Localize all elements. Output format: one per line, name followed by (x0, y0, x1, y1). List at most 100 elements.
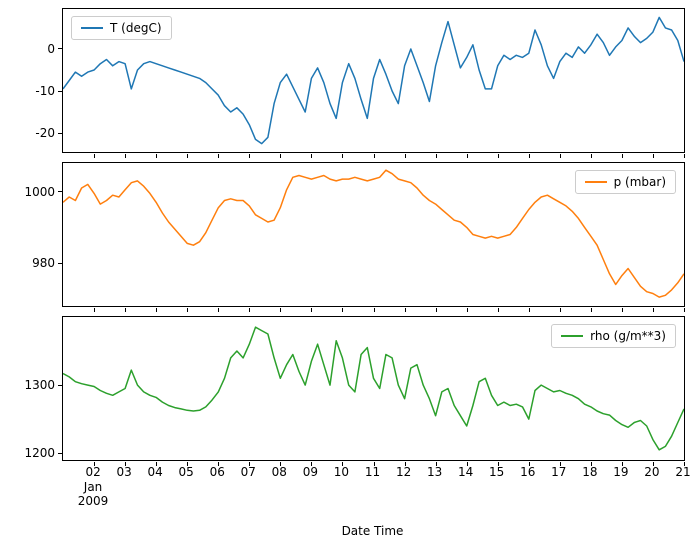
x-tick-mark (404, 154, 406, 158)
x-tick-mark (125, 154, 127, 158)
x-tick-mark (187, 308, 189, 312)
x-tick-mark (156, 154, 158, 158)
x-tick-mark (249, 308, 251, 312)
y-tick-mark (58, 132, 62, 134)
y-tick-mark (58, 191, 62, 193)
pressure-legend: p (mbar) (574, 170, 676, 194)
x-tick-mark (373, 154, 375, 158)
x-tick-label: 19 (613, 465, 629, 479)
x-tick-mark (373, 462, 375, 466)
x-tick-label: 10 (333, 465, 350, 479)
x-tick-mark (435, 154, 437, 158)
x-tick-mark (404, 462, 406, 466)
pressure-subplot: p (mbar) 1000 980 (24, 162, 685, 312)
x-tick-mark (311, 308, 313, 312)
x-tick-label: 02 (85, 465, 101, 479)
temperature-legend-line-icon (81, 27, 103, 29)
x-tick-label: 16 (520, 465, 536, 479)
y-tick-mark (58, 90, 62, 92)
x-tick-mark (497, 308, 499, 312)
temperature-subplot: T (degC) 0 -10 -20 (35, 8, 685, 158)
x-tick-mark (466, 154, 468, 158)
x-tick-label: 17 (551, 465, 567, 479)
y-tick-label: 1000 (24, 184, 55, 199)
x-axis-month-year-label: Jan 2009 (77, 480, 109, 508)
x-tick-mark (652, 154, 654, 158)
x-tick-label: 13 (426, 465, 443, 479)
x-tick-mark (187, 154, 189, 158)
x-tick-mark (218, 308, 220, 312)
x-tick-mark (684, 308, 685, 312)
pressure-legend-line-icon (584, 181, 607, 183)
x-tick-mark (342, 154, 344, 158)
x-tick-mark (435, 308, 437, 312)
x-tick-mark (590, 462, 592, 466)
x-tick-label: 05 (178, 465, 194, 479)
x-tick-mark (94, 308, 96, 312)
temperature-legend: T (degC) (71, 16, 172, 40)
x-tick-mark (466, 308, 468, 312)
x-tick-mark (280, 154, 282, 158)
y-tick-mark (58, 48, 62, 50)
x-tick-mark (466, 462, 468, 466)
x-tick-mark (156, 308, 158, 312)
x-tick-mark (528, 308, 530, 312)
x-tick-mark (373, 308, 375, 312)
density-line-chart (63, 326, 684, 451)
y-tick-label: -10 (35, 84, 55, 98)
density-subplot: rho (g/m**3) 1300 1200 (24, 316, 685, 466)
x-tick-mark (652, 462, 654, 466)
y-tick-label: 0 (47, 41, 55, 56)
x-tick-mark (342, 462, 344, 466)
y-tick-mark (58, 262, 62, 264)
x-tick-label: 15 (489, 465, 505, 479)
x-tick-label: 11 (364, 465, 381, 479)
x-tick-mark (94, 462, 96, 466)
x-tick-label: 04 (147, 465, 163, 479)
y-tick-label: 1200 (24, 446, 55, 461)
y-tick-mark (58, 384, 62, 386)
x-tick-mark (280, 462, 282, 466)
x-tick-mark (621, 462, 623, 466)
x-tick-mark (218, 462, 220, 466)
x-tick-mark (528, 154, 530, 158)
pressure-line-chart (63, 169, 684, 298)
x-tick-mark (156, 462, 158, 466)
x-tick-label: 08 (271, 465, 287, 479)
x-tick-mark (125, 308, 127, 312)
x-tick-mark (559, 308, 561, 312)
x-tick-label: 18 (582, 465, 598, 479)
x-tick-mark (559, 462, 561, 466)
x-tick-label: 21 (675, 465, 691, 479)
temperature-line-chart (63, 16, 684, 145)
x-tick-mark (218, 154, 220, 158)
x-tick-mark (311, 462, 313, 466)
x-tick-label: 12 (395, 465, 412, 479)
x-tick-mark (404, 308, 406, 312)
x-tick-mark (249, 154, 251, 158)
x-tick-label: 07 (240, 465, 256, 479)
x-tick-mark (528, 462, 530, 466)
x-tick-mark (435, 462, 437, 466)
x-tick-mark (621, 308, 623, 312)
y-tick-label: 980 (32, 256, 55, 271)
density-legend-line-icon (561, 335, 584, 337)
x-tick-mark (280, 308, 282, 312)
x-tick-mark (187, 462, 189, 466)
x-axis-title: Date Time (341, 524, 404, 538)
x-tick-mark (497, 462, 499, 466)
x-tick-label: 14 (458, 465, 474, 479)
x-tick-mark (94, 154, 96, 158)
density-legend-label: rho (g/m**3) (590, 329, 666, 343)
x-tick-mark (590, 154, 592, 158)
y-tick-mark (58, 452, 62, 454)
temperature-legend-label: T (degC) (110, 21, 162, 35)
x-tick-mark (342, 308, 344, 312)
x-tick-mark (559, 154, 561, 158)
x-tick-label: 06 (209, 465, 225, 479)
x-tick-label: 20 (644, 465, 660, 479)
x-tick-mark (590, 308, 592, 312)
x-tick-mark (249, 462, 251, 466)
x-axis-tick-labels: 02 03 04 05 06 07 08 09 10 11 12 13 14 15 16 17 18 19 20 21 (62, 465, 690, 481)
